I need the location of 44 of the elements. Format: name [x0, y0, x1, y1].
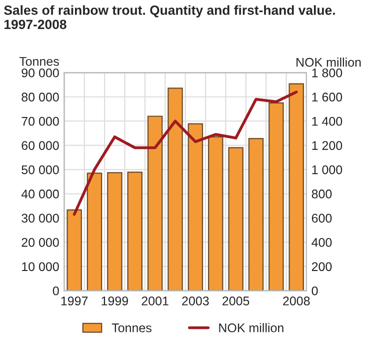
x-tick-label: 2001 [142, 296, 168, 306]
bar [208, 136, 224, 291]
bar [147, 116, 163, 291]
y-tick-label: 70 000 [22, 116, 59, 126]
y2-tick-label: 1 200 [312, 141, 342, 150]
y2-tick-label: 400 [312, 238, 332, 247]
y-tick-label: 0 [52, 286, 59, 296]
y-axis-title: Tonnes [19, 57, 59, 66]
x-tick-label: 2008 [283, 296, 310, 306]
y-tick-label: 10 000 [22, 262, 59, 272]
x-tick-label: 2005 [222, 296, 250, 306]
bar [66, 209, 82, 291]
y2-tick-label: 1 400 [312, 116, 342, 126]
legend-label: Tonnes [112, 324, 152, 332]
y2-axis-title: NOK million [296, 58, 361, 67]
y2-tick-label: 1 000 [312, 165, 342, 174]
y-tick-label: 80 000 [22, 92, 59, 102]
bar [168, 88, 183, 291]
x-tick-label: 2003 [182, 296, 209, 306]
bar [107, 172, 122, 291]
bar [268, 102, 284, 291]
chart-title: Sales of rainbow trout. Quantity and first-hand value. 1997-2008 [4, 5, 335, 30]
y-tick-label: 20 000 [22, 238, 59, 247]
y-tick-label: 30 000 [22, 214, 59, 223]
x-tick-label: 1997 [61, 296, 88, 306]
bar [248, 138, 264, 291]
bar [228, 147, 244, 291]
bar [188, 123, 204, 291]
y2-tick-label: 1 800 [312, 68, 342, 78]
bar [288, 83, 304, 291]
y2-tick-label: 800 [312, 190, 332, 198]
bar [127, 172, 142, 291]
y2-tick-label: 0 [312, 286, 318, 296]
y-tick-label: 60 000 [22, 141, 59, 150]
line-series [72, 90, 298, 216]
y2-tick-label: 1 600 [312, 92, 342, 102]
y-tick-label: 50 000 [22, 165, 59, 174]
x-tick-label: 1999 [102, 296, 128, 306]
bar [86, 172, 102, 291]
legend-label: NOK million [219, 323, 284, 332]
y2-tick-label: 600 [312, 214, 332, 223]
y-tick-label: 40 000 [21, 190, 59, 198]
y2-tick-label: 200 [312, 262, 332, 272]
y-tick-label: 90 000 [22, 68, 59, 78]
